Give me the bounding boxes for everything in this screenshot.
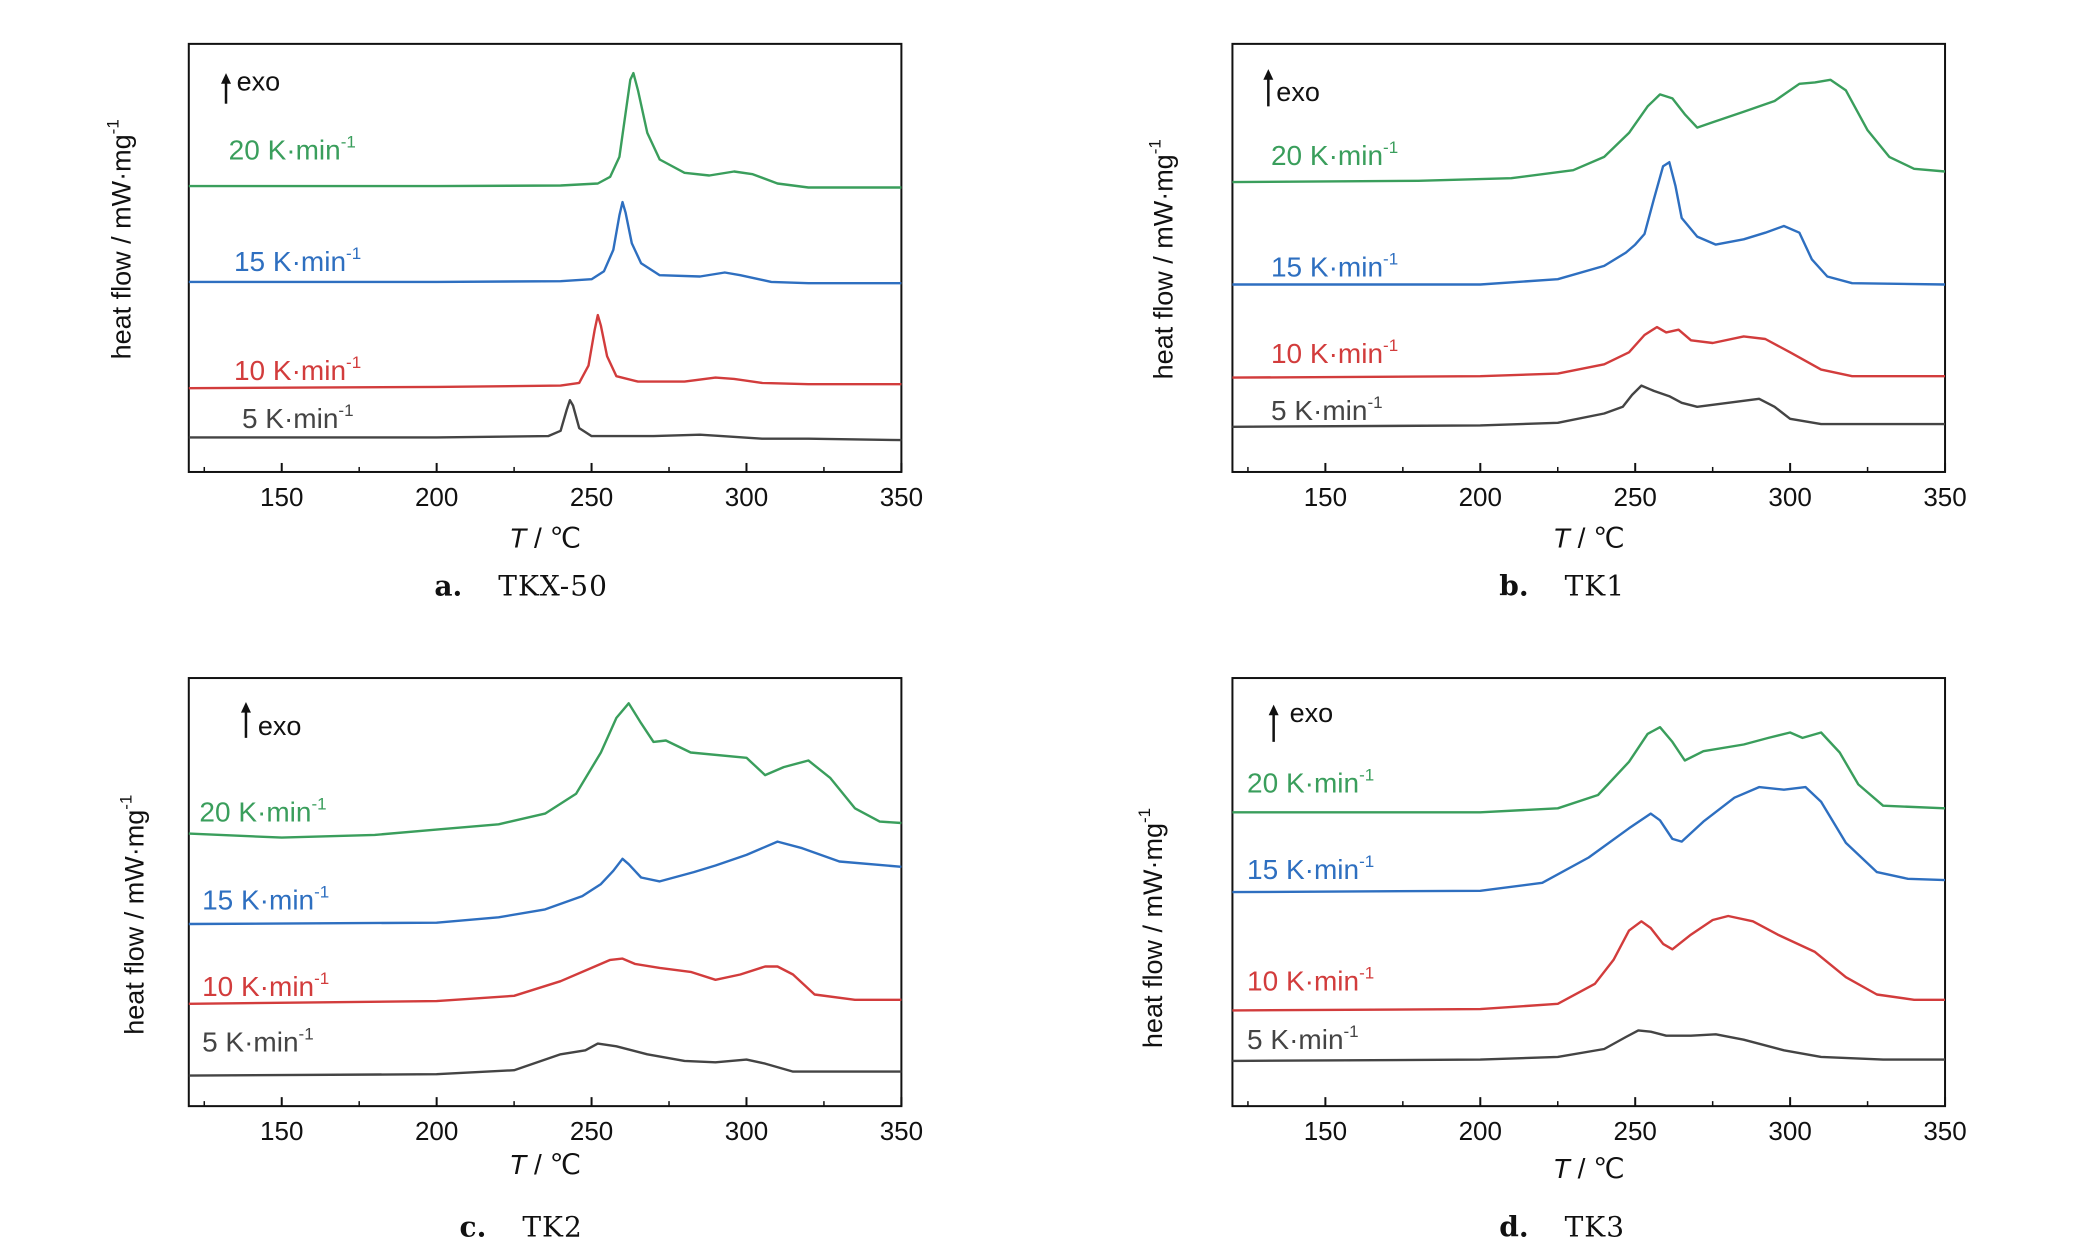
series-line [1232, 1029, 1945, 1063]
exo-arrowhead-icon [1268, 704, 1279, 716]
x-axis-label: T / ℃ [1553, 1153, 1625, 1184]
series-label: 20 K·min-1 [199, 795, 326, 828]
exo-arrowhead-icon [240, 701, 251, 713]
series-label: 15 K·min-1 [234, 244, 361, 277]
series-line [1232, 914, 1945, 1012]
x-tick-label: 250 [1614, 482, 1657, 512]
x-tick-label: 150 [260, 1116, 303, 1146]
series-line [1232, 726, 1946, 814]
x-tick-label: 300 [725, 1116, 768, 1146]
panel-caption: a. TKX-50 [434, 570, 608, 603]
panel-tk2: 150 200 250 300 350 T / ℃ heat flow / mW·mg-1 e… [117, 677, 923, 1243]
exo-arrowhead-icon [1263, 69, 1274, 80]
series-label: 20 K·min-1 [1247, 765, 1374, 798]
x-tick-label: 300 [1768, 482, 1811, 512]
panel-caption: c. TK2 [460, 1210, 583, 1243]
x-tick-label: 200 [1459, 1116, 1502, 1146]
x-tick-label: 250 [1614, 1116, 1657, 1146]
panel-tk1: 150 200 250 300 350 T / ℃ heat flow / mW·mg-1 e… [1146, 42, 1967, 603]
series-label: 15 K·min-1 [1247, 852, 1374, 885]
series-label: 10 K·min-1 [1271, 336, 1398, 369]
x-tick-label: 200 [415, 1116, 458, 1146]
panel-caption: b. TK1 [1499, 570, 1625, 603]
series-line [188, 840, 902, 926]
x-tick-label: 200 [1459, 482, 1502, 512]
x-tick-label: 200 [415, 482, 458, 512]
x-axis-label: T / ℃ [509, 523, 581, 554]
x-axis-label: T / ℃ [1553, 523, 1625, 554]
series-label: 5 K·min-1 [202, 1025, 314, 1058]
exo-label: exo [1276, 77, 1320, 107]
series-label: 5 K·min-1 [242, 401, 354, 434]
exo-label: exo [237, 66, 281, 96]
series-line [188, 1042, 902, 1077]
series-label: 5 K·min-1 [1247, 1022, 1359, 1055]
x-tick-label: 300 [1768, 1116, 1811, 1146]
plot-frame [1231, 42, 1947, 473]
series-line [1232, 161, 1946, 286]
x-tick-label: 150 [260, 482, 303, 512]
series-line [188, 702, 902, 839]
series-label: 10 K·min-1 [1247, 963, 1374, 996]
y-axis-label: heat flow / mW·mg-1 [1135, 808, 1168, 1048]
series-label: 10 K·min-1 [234, 353, 361, 386]
panel-tk3: 150 200 250 300 350 T / ℃ heat flow / mW·mg-1 e… [1135, 677, 1967, 1243]
y-axis-label: heat flow / mW·mg-1 [103, 119, 136, 359]
x-tick-label: 350 [880, 1116, 923, 1146]
panel-caption: d. TK3 [1499, 1210, 1625, 1243]
exo-label: exo [258, 711, 302, 741]
series-label: 15 K·min-1 [202, 882, 329, 915]
x-axis-label: T / ℃ [509, 1149, 581, 1180]
plot-frame [187, 677, 903, 1108]
x-tick-label: 150 [1304, 1116, 1347, 1146]
series-line [1232, 78, 1946, 184]
x-tick-label: 350 [880, 482, 923, 512]
exo-label: exo [1290, 698, 1334, 728]
x-tick-label: 350 [1923, 1116, 1966, 1146]
exo-arrowhead-icon [221, 73, 232, 84]
plot-frame [187, 42, 903, 473]
series-line [188, 200, 902, 285]
series-line [188, 313, 902, 390]
y-axis-label: heat flow / mW·mg-1 [117, 795, 150, 1035]
x-tick-label: 350 [1923, 482, 1966, 512]
x-tick-label: 300 [725, 482, 768, 512]
series-line [188, 71, 902, 189]
x-tick-label: 250 [570, 1116, 613, 1146]
series-label: 20 K·min-1 [1271, 138, 1398, 171]
series-label: 20 K·min-1 [229, 133, 356, 166]
x-tick-label: 150 [1304, 482, 1347, 512]
series-label: 15 K·min-1 [1271, 250, 1398, 283]
series-line [1232, 384, 1945, 428]
series-line [1232, 325, 1945, 379]
series-line [1232, 785, 1946, 894]
x-tick-label: 250 [570, 482, 613, 512]
series-label: 5 K·min-1 [1271, 393, 1383, 426]
series-label: 10 K·min-1 [202, 969, 329, 1002]
y-axis-label: heat flow / mW·mg-1 [1146, 139, 1179, 379]
panel-tkx-50: 150 200 250 300 350 T / ℃ heat flow / mW·mg-1 e… [103, 42, 923, 603]
series-line [188, 957, 902, 1005]
series-line [188, 399, 902, 442]
